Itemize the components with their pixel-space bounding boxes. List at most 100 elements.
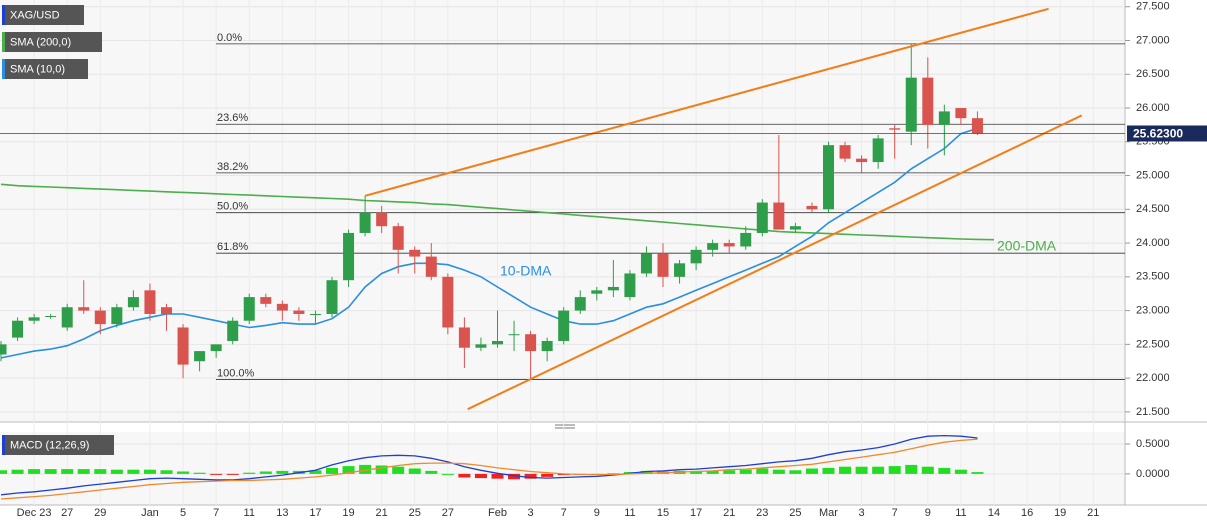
histogram-bar: [508, 473, 521, 480]
histogram-bar: [474, 473, 487, 479]
x-tick-label: Mar: [819, 507, 838, 519]
histogram-bar: [706, 470, 719, 474]
candle-body: [309, 313, 321, 315]
x-tick-label: 3: [859, 507, 865, 519]
macd-panel: [0, 432, 1125, 505]
main-panel: [0, 0, 1125, 422]
trendline: [467, 114, 1083, 411]
y-tick-label: 22.500: [1136, 338, 1170, 350]
series-annotation: 10-DMA: [500, 263, 552, 279]
candle-body: [922, 77, 934, 125]
candle-body: [475, 344, 487, 348]
candle-body: [161, 307, 172, 314]
candle-body: [111, 307, 123, 325]
candle-body: [343, 232, 355, 281]
candle-body: [558, 310, 570, 341]
legend-sma200[interactable]: [2, 32, 102, 52]
x-tick-label: 9: [594, 507, 600, 519]
histogram-bar: [392, 466, 405, 474]
x-tick-label: 11: [955, 507, 966, 519]
histogram-bar: [127, 469, 140, 474]
ma-line: [0, 183, 995, 241]
histogram-bar: [226, 473, 239, 475]
candle-body: [674, 263, 686, 277]
legend-text: MACD (12,26,9): [10, 439, 89, 451]
x-tick-label: 16: [1021, 507, 1033, 519]
histogram-bar: [441, 473, 454, 475]
candle-body: [458, 327, 470, 348]
candle-body: [409, 249, 421, 257]
histogram-bar: [524, 473, 537, 479]
y-tick-label: 23.500: [1136, 271, 1170, 283]
candle-body: [78, 307, 90, 311]
histogram-bar: [789, 470, 802, 474]
candle-body: [889, 128, 901, 130]
legend-sma10[interactable]: [2, 59, 88, 79]
splitter[interactable]: [555, 424, 575, 429]
candle-body: [293, 310, 305, 314]
candle-body: [971, 118, 983, 134]
legend-text: XAG/USD: [10, 9, 60, 21]
candle-body: [144, 290, 156, 314]
candle-body: [856, 158, 868, 163]
histogram-bar: [839, 466, 852, 474]
candle-body: [28, 317, 40, 321]
candle-body: [657, 253, 669, 277]
histogram-bar: [491, 473, 504, 479]
candle-body: [740, 232, 752, 247]
candle-body: [508, 334, 520, 336]
candle-body: [227, 320, 239, 341]
candle-body: [442, 276, 454, 328]
x-tick-label: 25: [789, 507, 801, 519]
candle-body: [260, 297, 272, 304]
fib-label: 23.6%: [217, 112, 248, 124]
candle-body: [690, 249, 702, 264]
histogram-bar: [921, 466, 934, 474]
histogram-bar: [690, 470, 703, 474]
legend-symbol[interactable]: [2, 5, 84, 25]
candle-body: [591, 290, 603, 294]
x-tick-label: 29: [94, 507, 106, 519]
histogram-bar: [723, 470, 736, 474]
histogram-bar: [342, 466, 355, 474]
candle-body: [872, 138, 884, 163]
x-tick-label: Jan: [141, 507, 159, 519]
candle-body: [525, 334, 537, 352]
histogram-bar: [11, 469, 24, 474]
candle-body: [492, 340, 503, 345]
histogram-bar: [905, 464, 918, 474]
x-tick-label: 25: [409, 507, 421, 519]
candle-body: [723, 243, 735, 247]
histogram-bar: [243, 472, 256, 474]
candle-body: [210, 344, 222, 352]
x-tick-label: 7: [561, 507, 567, 519]
candle-body: [938, 111, 950, 125]
y-tick-label: 26.000: [1136, 102, 1170, 114]
legend-text: SMA (10,0): [10, 63, 65, 75]
candle-body: [127, 297, 139, 308]
legend-text: SMA (200,0): [10, 36, 71, 48]
histogram-bar: [77, 469, 90, 474]
candle-body: [773, 202, 785, 230]
histogram-bar: [458, 473, 471, 478]
candle-body: [756, 202, 768, 233]
x-tick-label: 17: [309, 507, 321, 519]
x-tick-label: 21: [1087, 507, 1099, 519]
histogram-bar: [359, 464, 372, 474]
histogram-bar: [822, 467, 835, 474]
candle-body: [955, 108, 967, 119]
x-tick-label: 17: [690, 507, 702, 519]
macd-line: [0, 438, 978, 500]
fib-label: 0.0%: [217, 32, 242, 44]
candle-body: [326, 280, 338, 314]
candle-body: [12, 320, 24, 338]
legend-macd[interactable]: [2, 435, 114, 455]
fib-label: 100.0%: [217, 367, 255, 379]
y-tick-label: 0.0000: [1136, 468, 1170, 480]
x-tick-label: 27: [442, 507, 454, 519]
x-tick-label: 14: [988, 507, 1000, 519]
candle-body: [243, 297, 255, 321]
x-tick-label: 11: [244, 507, 255, 519]
price-box: [1127, 125, 1207, 142]
histogram-bar: [805, 468, 818, 474]
